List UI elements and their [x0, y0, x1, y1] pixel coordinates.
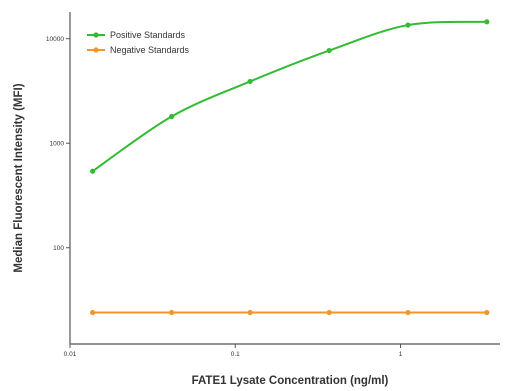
series-positive-standards [89, 19, 490, 174]
data-point-positive-standards [405, 22, 411, 28]
y-tick-label: 1000 [50, 140, 65, 147]
legend-swatch-marker [93, 47, 99, 53]
data-point-negative-standards [89, 309, 96, 316]
data-point-negative-standards [247, 309, 253, 316]
x-tick-label: 0.1 [231, 351, 240, 358]
y-axis-title: Median Fluorescent Intensity (MFI) [13, 83, 25, 272]
legend-item-positive-standards: Positive Standards [87, 30, 186, 40]
legend-label: Positive Standards [110, 30, 186, 40]
legend-swatch-marker [93, 32, 99, 38]
data-point-positive-standards [169, 113, 175, 120]
data-point-negative-standards [326, 309, 332, 316]
legend: Positive Standards Negative Standards [87, 30, 190, 55]
legend-label: Negative Standards [110, 45, 190, 55]
data-point-positive-standards [326, 47, 332, 54]
ticks: 0.01 0.1 1 100 1000 10000 [46, 36, 403, 358]
data-point-negative-standards [405, 309, 411, 316]
data-point-negative-standards [484, 309, 490, 316]
y-tick-label: 100 [53, 245, 64, 252]
axes [69, 12, 500, 345]
data-point-positive-standards [247, 78, 253, 85]
series-negative-standards [89, 309, 490, 316]
data-point-positive-standards [89, 168, 96, 174]
x-axis-title: FATE1 Lysate Concentration (ng/ml) [192, 375, 389, 387]
y-tick-label: 10000 [46, 36, 64, 43]
legend-item-negative-standards: Negative Standards [87, 45, 190, 55]
data-point-negative-standards [169, 309, 175, 316]
x-tick-label: 0.01 [64, 351, 77, 358]
x-tick-label: 1 [399, 351, 403, 358]
data-point-positive-standards [484, 19, 490, 25]
series-layer [89, 19, 490, 316]
